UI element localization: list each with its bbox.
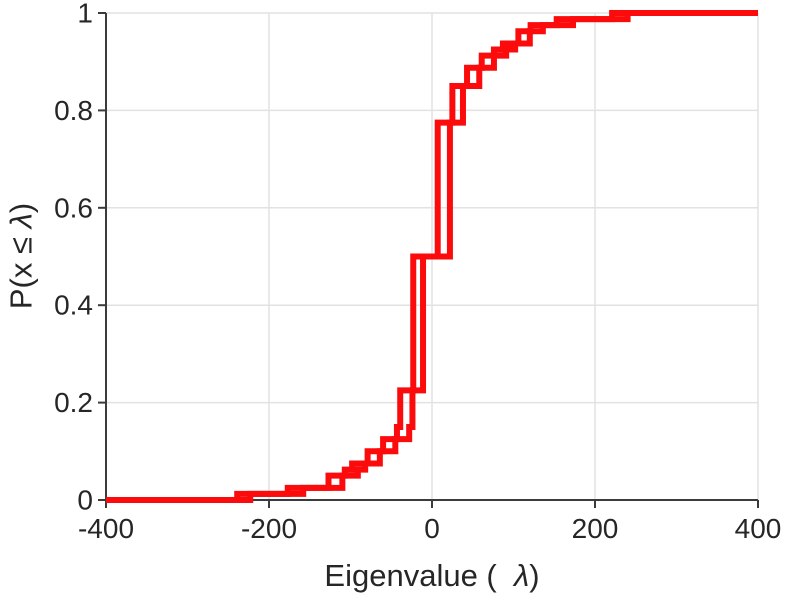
x-tick-label: -200: [241, 513, 297, 544]
y-tick-label: 0.2: [54, 387, 93, 418]
y-tick-label: 0.4: [54, 290, 93, 321]
x-tick-label: 400: [735, 513, 782, 544]
x-tick-label: -400: [78, 513, 134, 544]
y-tick-label: 1: [77, 0, 93, 29]
ecdf-curve-2: [106, 10, 758, 503]
y-tick-label: 0: [77, 485, 93, 516]
x-tick-label: 200: [572, 513, 619, 544]
x-tick-label: 0: [424, 513, 440, 544]
y-tick-label: 0.6: [54, 192, 93, 223]
y-tick-label: 0.8: [54, 95, 93, 126]
